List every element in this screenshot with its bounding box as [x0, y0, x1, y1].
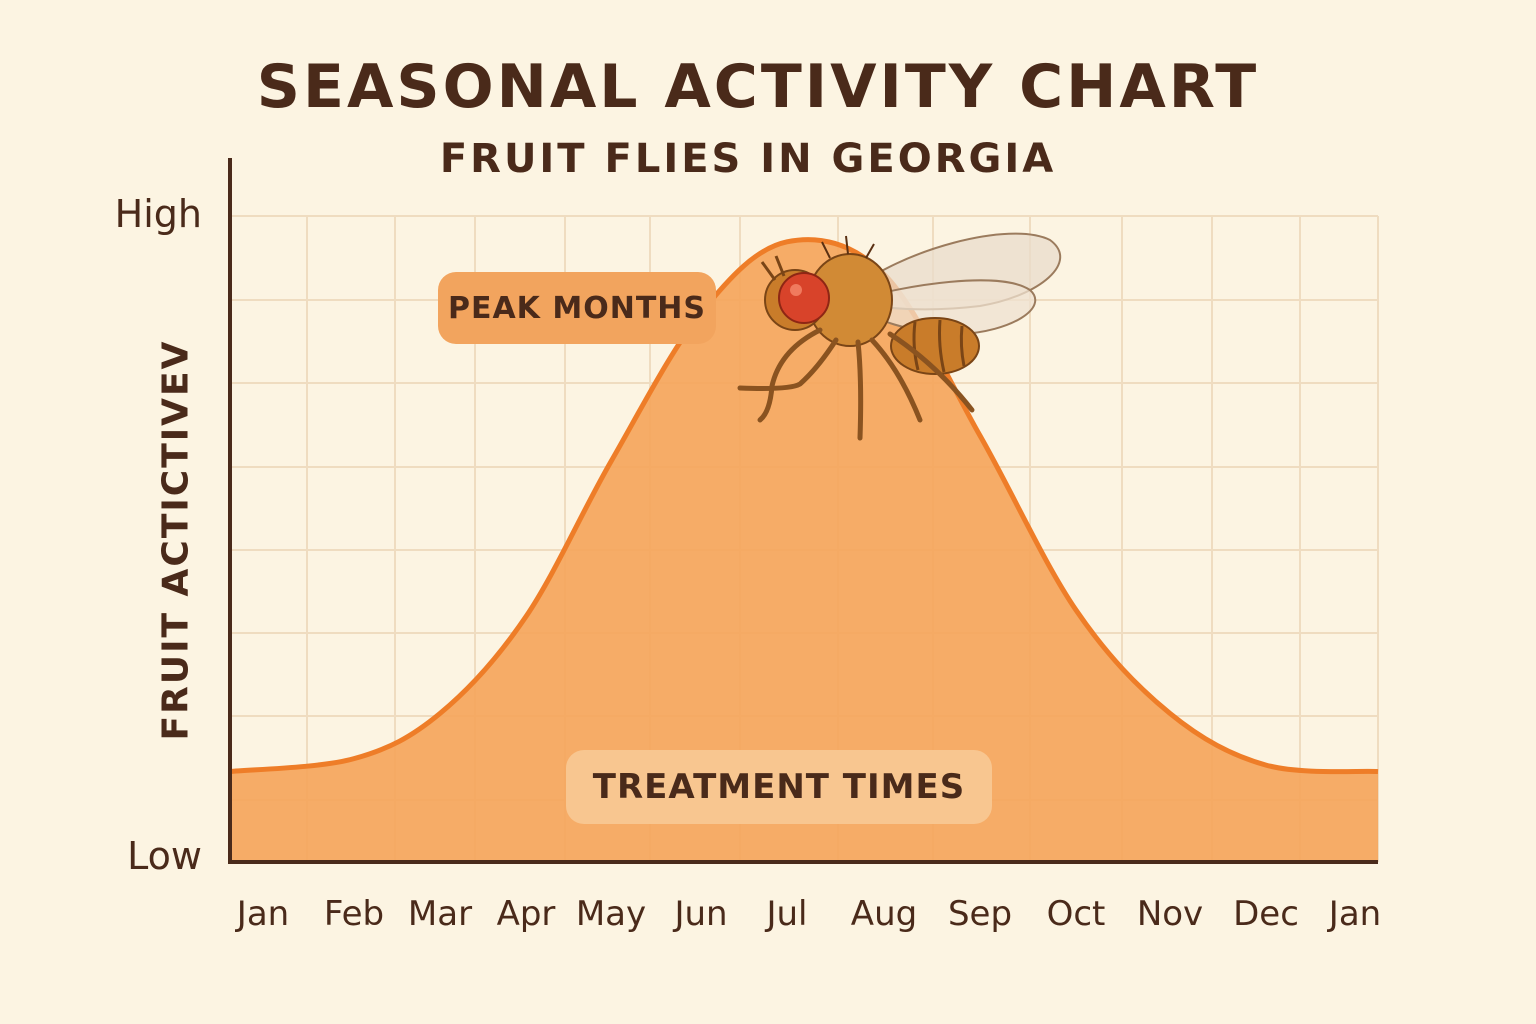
x-tick-label: Jun	[674, 894, 728, 934]
x-tick-label: Jan	[236, 894, 290, 934]
fruit-fly-icon	[737, 232, 1062, 441]
x-tick-label: Nov	[1136, 894, 1204, 934]
x-tick-label: Mar	[407, 894, 473, 934]
activity-line	[229, 237, 1379, 775]
x-tick-label: Jul	[766, 894, 808, 934]
data-point-nov-10	[1167, 710, 1173, 716]
peak-months-badge: PEAK MONTHS	[438, 272, 716, 344]
x-tick-label: Jan	[1328, 894, 1382, 934]
data-point-dec-11	[1263, 762, 1269, 768]
x-tick-label: Apr	[496, 894, 556, 934]
chart-title: SEASONAL ACTIVITY CHART	[256, 52, 1260, 122]
x-tick-label: Feb	[323, 894, 385, 934]
data-point-apr-3	[523, 614, 529, 620]
treatment-times-badge: TREATMENT TIMES	[566, 750, 992, 824]
x-tick-label: Dec	[1233, 894, 1299, 934]
y-tick-label-low: Low	[127, 834, 202, 878]
data-point-feb-1	[351, 756, 357, 762]
data-point-sep-8	[977, 433, 983, 439]
activity-area	[230, 239, 1378, 863]
chart-subtitle: FRUIT FLIES IN GEORGIA	[439, 136, 1057, 182]
y-axis-label: FRUIT ACTICTIVEV	[155, 339, 197, 741]
x-tick-label: Sep	[947, 894, 1013, 934]
x-tick-label: May	[575, 894, 647, 934]
data-point-jul-6	[784, 239, 790, 245]
x-tick-label: Oct	[1046, 894, 1106, 934]
x-tick-label: Aug	[850, 894, 918, 934]
data-point-mar-2	[437, 710, 443, 716]
data-point-may-4	[608, 458, 614, 464]
data-point-jan-12	[1375, 769, 1381, 775]
data-point-oct-9	[1073, 607, 1079, 613]
y-tick-label-high: High	[114, 192, 202, 236]
